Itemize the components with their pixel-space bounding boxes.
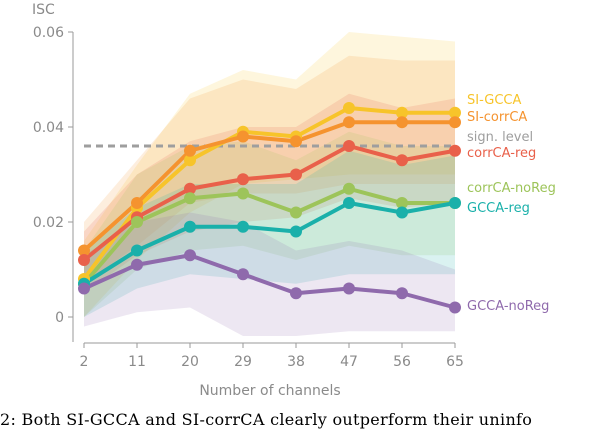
point-series-4 <box>449 197 461 209</box>
point-series-0 <box>396 106 408 119</box>
point-series-5 <box>290 287 302 300</box>
x-tick-label: 2 <box>80 354 89 370</box>
point-series-5 <box>396 287 408 300</box>
y-tick-label: 0.04 <box>33 120 64 136</box>
point-series-1 <box>290 135 302 148</box>
x-axis-title: Number of channels <box>199 383 340 399</box>
point-series-5 <box>449 301 461 314</box>
y-ticks: 0 0.02 0.04 0.06 <box>33 25 73 326</box>
point-series-1 <box>396 116 408 129</box>
series-label: SI-corrCA <box>467 110 527 125</box>
point-series-5 <box>78 282 90 295</box>
point-series-2 <box>396 154 408 167</box>
band-series-0 <box>84 32 455 317</box>
point-series-2 <box>78 254 90 266</box>
point-series-3 <box>343 182 355 195</box>
axes <box>72 32 455 344</box>
point-series-1 <box>131 197 143 209</box>
point-series-4 <box>343 197 355 209</box>
x-ticks: 2 11 20 29 38 47 56 65 <box>80 343 464 370</box>
series-label: GCCA-reg <box>467 201 530 216</box>
line-series-5 <box>83 253 456 310</box>
y-tick-label: 0.06 <box>33 25 64 41</box>
point-series-4 <box>131 244 143 257</box>
point-series-4 <box>237 220 249 233</box>
x-tick-label: 65 <box>446 354 464 370</box>
band-series-3 <box>84 131 455 317</box>
point-series-5 <box>131 258 143 271</box>
point-series-2 <box>343 140 355 152</box>
point-series-3 <box>237 187 249 200</box>
point-series-2 <box>290 168 302 181</box>
y-tick-label: 0 <box>55 310 64 326</box>
point-series-3 <box>396 197 408 209</box>
line-series-1 <box>82 120 455 252</box>
point-series-3 <box>290 206 302 219</box>
series-label: GCCA-noReg <box>467 299 549 314</box>
line-series-2 <box>82 144 456 262</box>
point-series-5 <box>343 282 355 295</box>
point-series-2 <box>184 182 196 195</box>
series-labels: SI-GCCA SI-corrCA corrCA-reg corrCA-noReg GC… <box>467 93 556 314</box>
point-series-2 <box>237 173 249 186</box>
point-series-5 <box>184 249 196 262</box>
point-series-1 <box>237 130 249 143</box>
line-series-4 <box>82 201 456 286</box>
x-tick-label: 11 <box>128 354 146 370</box>
point-series-4 <box>290 225 302 238</box>
point-series-0 <box>343 102 355 114</box>
x-tick-label: 38 <box>287 354 305 370</box>
point-series-1 <box>449 116 461 129</box>
point-series-0 <box>184 154 196 167</box>
point-series-3 <box>131 216 143 228</box>
isc-chart: 0 0.02 0.04 0.06 2 11 20 29 38 47 56 65 ISC Number… <box>32 2 556 399</box>
x-tick-label: 47 <box>340 354 358 370</box>
line-series-0 <box>82 106 455 281</box>
confidence-bands <box>84 32 455 336</box>
series-points <box>78 102 461 314</box>
point-series-2 <box>449 144 461 157</box>
series-label: corrCA-noReg <box>467 181 556 196</box>
point-series-3 <box>184 192 196 205</box>
point-series-1 <box>184 144 196 157</box>
band-series-5 <box>84 212 455 336</box>
point-series-1 <box>78 244 90 257</box>
x-tick-label: 29 <box>234 354 252 370</box>
band-series-2 <box>84 93 455 294</box>
point-series-4 <box>396 206 408 219</box>
figure-caption: 2: Both SI-GCCA and SI-corrCA clearly ou… <box>0 410 533 429</box>
point-series-0 <box>449 106 461 119</box>
y-axis-title: ISC <box>32 2 55 18</box>
series-label: corrCA-reg <box>467 146 536 161</box>
point-series-5 <box>237 268 249 281</box>
y-tick-label: 0.02 <box>33 215 64 231</box>
band-series-1 <box>84 55 455 284</box>
x-tick-label: 56 <box>393 354 411 370</box>
point-series-4 <box>184 220 196 233</box>
x-tick-label: 20 <box>181 354 199 370</box>
series-lines <box>82 106 456 310</box>
series-label: SI-GCCA <box>467 93 521 108</box>
point-series-1 <box>343 116 355 129</box>
line-series-3 <box>82 186 455 286</box>
threshold-label: sign. level <box>467 130 533 145</box>
